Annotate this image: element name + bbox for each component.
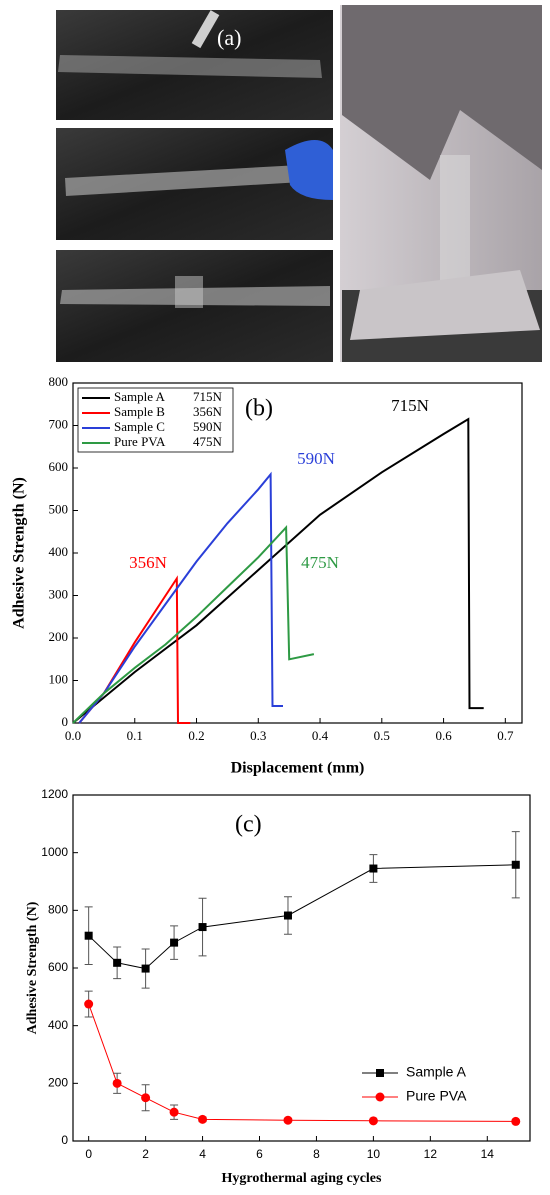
panel-label: (a) bbox=[217, 25, 241, 50]
glass-slide bbox=[58, 55, 322, 78]
x-tick-label: 6 bbox=[256, 1147, 263, 1161]
data-line bbox=[88, 1003, 516, 1122]
y-tick-label: 1200 bbox=[41, 787, 68, 801]
x-tick-label: 8 bbox=[313, 1147, 320, 1161]
grip-lower bbox=[350, 270, 540, 340]
marker bbox=[84, 931, 93, 940]
x-tick-label: 0.4 bbox=[312, 728, 329, 743]
y-tick-label: 600 bbox=[48, 960, 68, 974]
x-tick-label: 0.0 bbox=[65, 728, 81, 743]
x-tick-label: 0.7 bbox=[497, 728, 514, 743]
marker bbox=[511, 860, 520, 869]
x-tick-label: 4 bbox=[199, 1147, 206, 1161]
marker bbox=[141, 964, 150, 973]
marker bbox=[170, 938, 179, 947]
marker bbox=[169, 1107, 179, 1117]
annotation: 715N bbox=[391, 396, 429, 415]
legend-label: Sample C bbox=[114, 419, 165, 434]
y-tick-label: 1000 bbox=[41, 845, 68, 859]
y-tick-label: 100 bbox=[49, 671, 69, 686]
y-tick-label: 300 bbox=[49, 586, 69, 601]
x-tick-label: 2 bbox=[142, 1147, 149, 1161]
legend-label: Sample B bbox=[114, 404, 165, 419]
y-tick-label: 600 bbox=[49, 459, 69, 474]
y-tick-label: 0 bbox=[62, 714, 69, 729]
chart: 0 200 400 600 800 1000 1200 0 2 4 6 8 10 12 14 Hygrothe… bbox=[25, 787, 531, 1186]
y-tick-label: 400 bbox=[49, 544, 69, 559]
marker bbox=[369, 864, 378, 873]
legend-label: Sample A bbox=[406, 1064, 467, 1080]
marker bbox=[283, 1115, 293, 1125]
y-tick-label: 0 bbox=[61, 1133, 68, 1147]
legend-value: 475N bbox=[193, 434, 223, 449]
annotation: 356N bbox=[129, 553, 167, 572]
x-tick-label: 0.1 bbox=[127, 728, 143, 743]
y-tick-label: 500 bbox=[49, 501, 69, 516]
y-tick-label: 200 bbox=[49, 629, 69, 644]
x-axis-label: Displacement (mm) bbox=[231, 760, 365, 777]
x-tick-label: 0.2 bbox=[188, 728, 204, 743]
legend-value: 590N bbox=[193, 419, 223, 434]
glove bbox=[285, 140, 333, 200]
overlap bbox=[175, 276, 203, 308]
x-tick-label: 0.6 bbox=[435, 728, 452, 743]
data-line bbox=[78, 471, 283, 724]
glass-slide bbox=[65, 165, 302, 196]
data-line bbox=[72, 417, 484, 724]
marker bbox=[368, 1116, 378, 1126]
machine-grip bbox=[342, 5, 542, 180]
legend-marker bbox=[375, 1092, 385, 1102]
x-tick-label: 0 bbox=[85, 1147, 92, 1161]
marker bbox=[198, 923, 207, 932]
y-tick-label: 400 bbox=[48, 1018, 68, 1032]
marker bbox=[511, 1116, 521, 1126]
marker bbox=[84, 999, 94, 1009]
photo-panel: (a) bbox=[56, 5, 542, 362]
legend-label: Pure PVA bbox=[406, 1088, 467, 1104]
marker bbox=[283, 911, 292, 920]
y-tick-label: 200 bbox=[48, 1076, 68, 1090]
data-line bbox=[88, 864, 516, 970]
panel-label: (b) bbox=[245, 396, 273, 422]
marker bbox=[141, 1093, 151, 1103]
pipette bbox=[191, 10, 220, 49]
marker bbox=[113, 958, 122, 967]
x-tick-label: 0.3 bbox=[250, 728, 266, 743]
marker bbox=[198, 1114, 208, 1124]
legend-value: 356N bbox=[193, 404, 223, 419]
annotation: 475N bbox=[301, 553, 339, 572]
x-tick-label: 10 bbox=[367, 1147, 381, 1161]
x-tick-label: 12 bbox=[424, 1147, 438, 1161]
marker bbox=[112, 1078, 122, 1088]
data-line bbox=[72, 525, 315, 724]
legend-marker bbox=[376, 1069, 384, 1077]
panel-label: (c) bbox=[235, 812, 262, 838]
x-axis-label: Hygrothermal aging cycles bbox=[222, 1171, 382, 1186]
y-tick-label: 800 bbox=[48, 903, 68, 917]
annotation: 590N bbox=[297, 449, 335, 468]
legend-label: Pure PVA bbox=[114, 434, 166, 449]
y-tick-label: 800 bbox=[49, 374, 69, 389]
legend-label: Sample A bbox=[114, 389, 166, 404]
x-tick-label: 14 bbox=[481, 1147, 495, 1161]
x-tick-label: 0.5 bbox=[374, 728, 390, 743]
y-axis-label: Adhesive Strength (N) bbox=[25, 901, 40, 1034]
y-axis-label: Adhesive Strength (N) bbox=[11, 477, 28, 629]
y-tick-label: 700 bbox=[49, 416, 69, 431]
chart: 0 100 200 300 400 500 600 700 800 0.0 0.1 0.2 0.3 0.4… bbox=[11, 374, 523, 777]
legend-value: 715N bbox=[193, 389, 223, 404]
